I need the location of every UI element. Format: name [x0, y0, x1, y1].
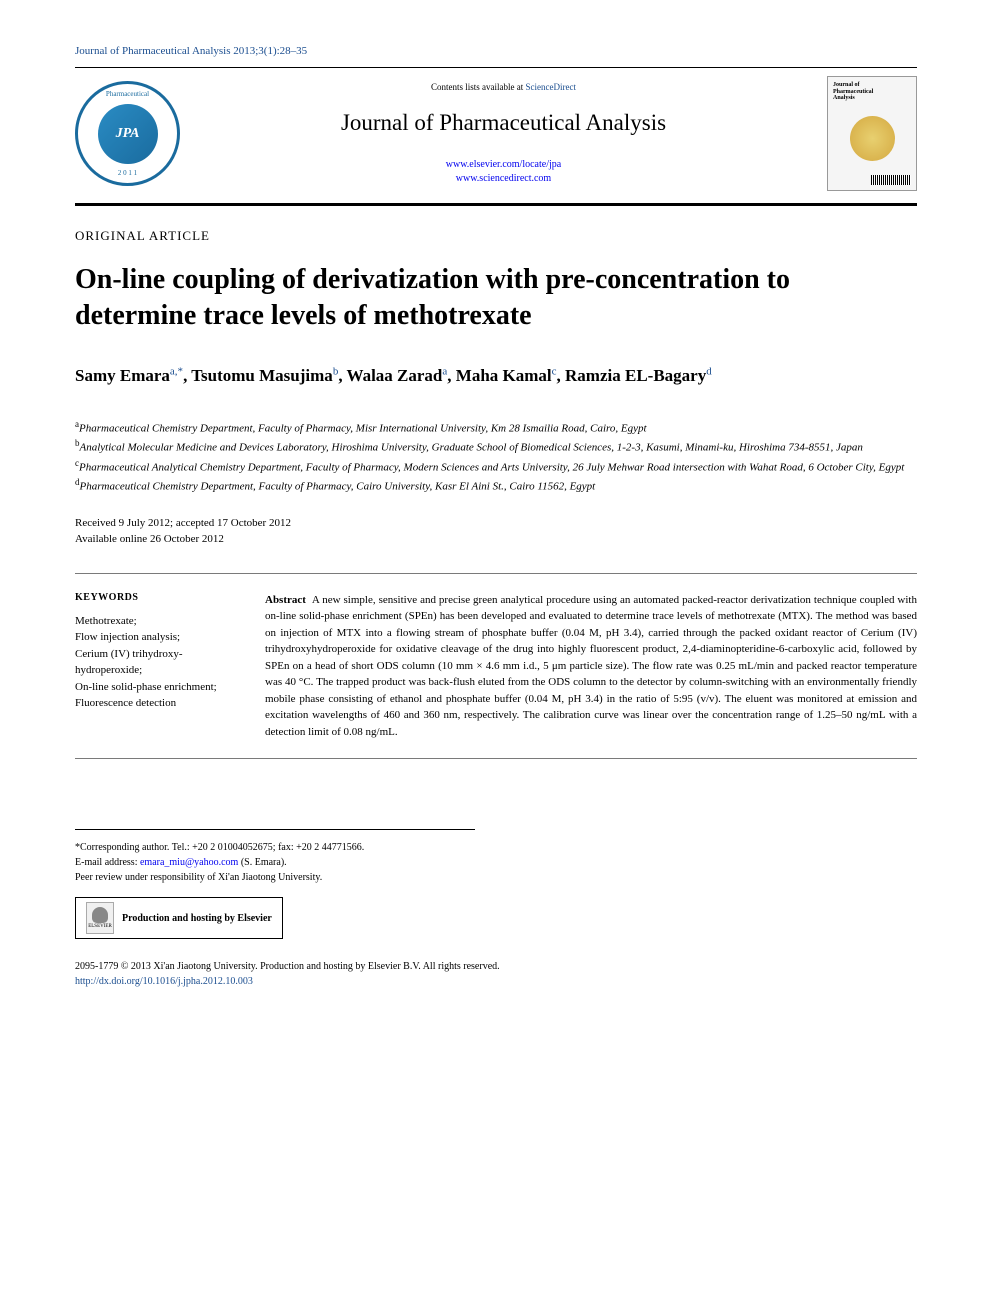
- keywords-heading: KEYWORDS: [75, 592, 240, 603]
- logo-initials: JPA: [98, 104, 158, 164]
- journal-logo: Pharmaceutical JPA 2 0 1 1: [75, 81, 180, 186]
- cover-title: Journal of Pharmaceutical Analysis: [833, 82, 911, 102]
- author-3: Walaa Zarada: [347, 366, 448, 385]
- elsevier-locate-link[interactable]: www.elsevier.com/locate/jpa: [446, 159, 561, 170]
- keywords-list: Methotrexate; Flow injection analysis; C…: [75, 613, 240, 712]
- author-2: Tsutomu Masujimab: [191, 366, 338, 385]
- cover-barcode-icon: [871, 175, 911, 185]
- author-4: Maha Kamalc: [456, 366, 557, 385]
- affiliation-b: bAnalytical Molecular Medicine and Devic…: [75, 437, 917, 456]
- journal-header-box: Pharmaceutical JPA 2 0 1 1 Contents list…: [75, 67, 917, 206]
- affiliations: aPharmaceutical Chemistry Department, Fa…: [75, 418, 917, 495]
- contents-prefix: Contents lists available at: [431, 82, 525, 92]
- elsevier-logo-icon: ELSEVIER: [86, 902, 114, 934]
- peer-review-line: Peer review under responsibility of Xi'a…: [75, 870, 475, 885]
- abstract-text: Abstract A new simple, sensitive and pre…: [265, 592, 917, 741]
- abstract-column: Abstract A new simple, sensitive and pre…: [265, 592, 917, 741]
- abstract-label: Abstract: [265, 594, 306, 606]
- affiliation-c: cPharmaceutical Analytical Chemistry Dep…: [75, 457, 917, 476]
- header-center: Contents lists available at ScienceDirec…: [200, 82, 807, 186]
- logo-ring-top: Pharmaceutical: [78, 90, 177, 98]
- affiliation-d: dPharmaceutical Chemistry Department, Fa…: [75, 476, 917, 495]
- email-line: E-mail address: emara_miu@yahoo.com (S. …: [75, 855, 475, 870]
- author-5: Ramzia EL-Bagaryd: [565, 366, 712, 385]
- hosting-box: ELSEVIER Production and hosting by Elsev…: [75, 897, 283, 939]
- contents-line: Contents lists available at ScienceDirec…: [200, 82, 807, 92]
- cover-image: [833, 106, 911, 171]
- corresponding-author: *Corresponding author. Tel.: +20 2 01004…: [75, 840, 475, 855]
- affiliation-a: aPharmaceutical Chemistry Department, Fa…: [75, 418, 917, 437]
- hosting-text: Production and hosting by Elsevier: [122, 911, 272, 926]
- keywords-column: KEYWORDS Methotrexate; Flow injection an…: [75, 592, 240, 741]
- journal-name: Journal of Pharmaceutical Analysis: [200, 110, 807, 136]
- article-dates: Received 9 July 2012; accepted 17 Octobe…: [75, 515, 917, 548]
- copyright-section: 2095-1779 © 2013 Xi'an Jiaotong Universi…: [75, 959, 917, 989]
- journal-reference: Journal of Pharmaceutical Analysis 2013;…: [75, 45, 917, 57]
- article-title: On-line coupling of derivatization with …: [75, 262, 917, 335]
- authors-list: Samy Emaraa,*, Tsutomu Masujimab, Walaa …: [75, 363, 917, 389]
- journal-cover-thumbnail: Journal of Pharmaceutical Analysis: [827, 76, 917, 191]
- email-link[interactable]: emara_miu@yahoo.com: [140, 857, 238, 868]
- sciencedirect-com-link[interactable]: www.sciencedirect.com: [456, 173, 551, 184]
- available-date: Available online 26 October 2012: [75, 531, 917, 548]
- author-1: Samy Emaraa,*: [75, 366, 183, 385]
- abstract-section: KEYWORDS Methotrexate; Flow injection an…: [75, 573, 917, 760]
- corresponding-footer: *Corresponding author. Tel.: +20 2 01004…: [75, 829, 475, 939]
- abstract-body: A new simple, sensitive and precise gree…: [265, 594, 917, 738]
- elsevier-tree-icon: [92, 907, 108, 923]
- logo-ring-bottom: 2 0 1 1: [78, 169, 177, 177]
- received-date: Received 9 July 2012; accepted 17 Octobe…: [75, 515, 917, 532]
- journal-links: www.elsevier.com/locate/jpa www.scienced…: [200, 158, 807, 186]
- sciencedirect-link[interactable]: ScienceDirect: [526, 82, 576, 92]
- cover-graphic-icon: [850, 116, 895, 161]
- copyright-line: 2095-1779 © 2013 Xi'an Jiaotong Universi…: [75, 959, 917, 974]
- doi-link[interactable]: http://dx.doi.org/10.1016/j.jpha.2012.10…: [75, 976, 253, 987]
- article-type: ORIGINAL ARTICLE: [75, 228, 917, 244]
